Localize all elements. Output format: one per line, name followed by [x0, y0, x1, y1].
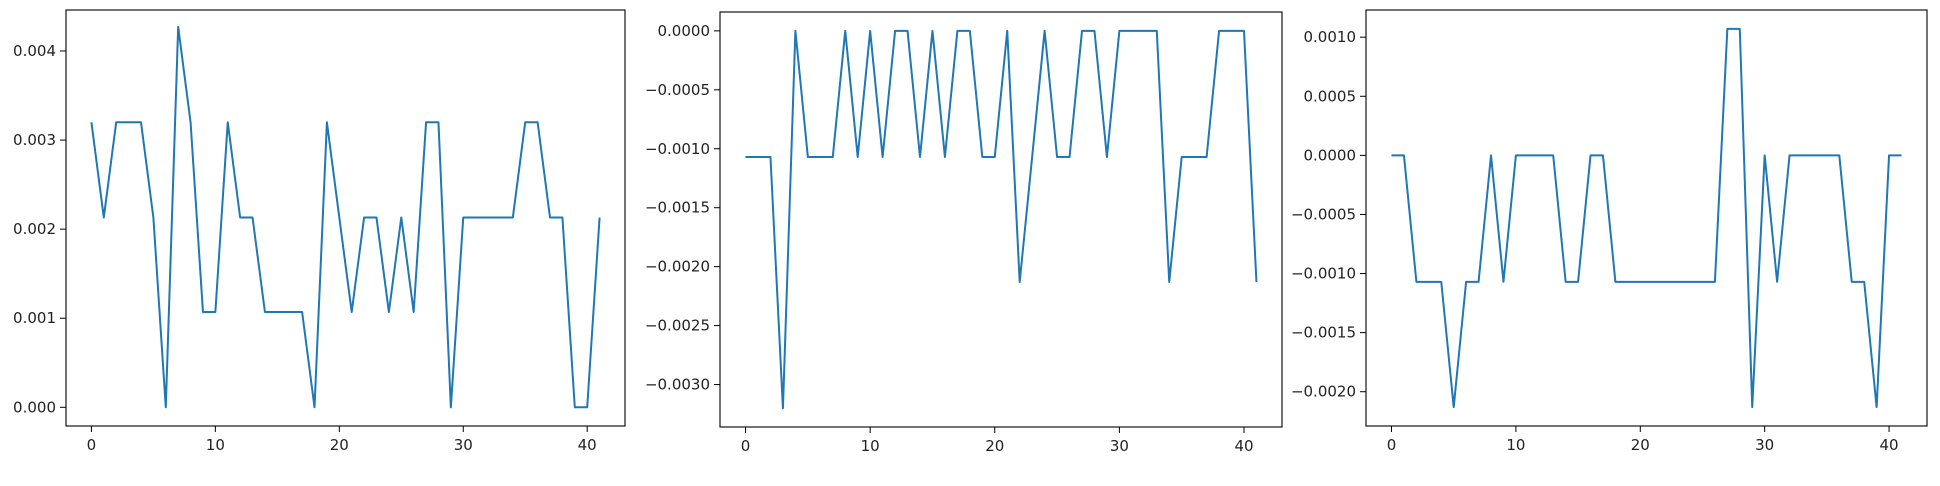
x-tick-label: 30: [1110, 437, 1129, 455]
x-tick-label: 30: [454, 436, 473, 454]
y-tick-label: 0.003: [13, 131, 56, 149]
y-tick-label: −0.0010: [645, 140, 710, 158]
series-line: [90, 25, 601, 409]
y-tick-label: 0.0005: [1304, 87, 1357, 105]
x-tick-label: 10: [206, 436, 225, 454]
x-tick-label: 0: [1387, 436, 1397, 454]
y-tick-label: −0.0010: [1291, 265, 1356, 283]
y-tick-label: −0.0020: [1291, 383, 1356, 401]
x-tick-label: 20: [1631, 436, 1650, 454]
plot-frame: [1365, 9, 1928, 427]
y-tick-label: 0.0000: [1304, 146, 1357, 164]
y-tick-label: −0.0015: [645, 199, 710, 217]
series-line: [745, 29, 1258, 410]
subplot-2: 0 10 20 30 40 0.0000 −0.0005 −0.0010 −0.0015 −0.0…: [645, 11, 1283, 455]
y-tick-label: 0.004: [13, 42, 56, 60]
x-tick-label: 20: [985, 437, 1004, 455]
y-tick-label: 0.001: [13, 309, 56, 327]
y-tick-label: 0.002: [13, 220, 56, 238]
plot-frame: [719, 11, 1283, 428]
subplot-1: 0 10 20 30 40 0.000 0.001 0.002 0.003 0.004: [13, 9, 626, 454]
y-tick-label: 0.000: [13, 398, 56, 416]
x-tick-label: 40: [1234, 437, 1253, 455]
x-tick-label: 0: [741, 437, 751, 455]
y-tick-label: −0.0005: [645, 81, 710, 99]
y-tick-label: −0.0030: [645, 376, 710, 394]
x-tick-label: 40: [1880, 436, 1899, 454]
x-tick-label: 10: [1506, 436, 1525, 454]
y-tick-label: 0.0010: [1304, 28, 1357, 46]
y-tick-label: 0.0000: [658, 22, 711, 40]
y-tick-label: −0.0015: [1291, 324, 1356, 342]
plot-frame: [65, 9, 626, 427]
x-tick-label: 40: [578, 436, 597, 454]
x-tick-label: 30: [1755, 436, 1774, 454]
x-tick-label: 10: [861, 437, 880, 455]
y-tick-label: −0.0020: [645, 258, 710, 276]
series-line: [1391, 27, 1902, 409]
y-tick-label: −0.0025: [645, 317, 710, 335]
x-tick-label: 20: [330, 436, 349, 454]
y-tick-label: −0.0005: [1291, 205, 1356, 223]
x-tick-label: 0: [87, 436, 97, 454]
subplot-3: 0 10 20 30 40 0.0010 0.0005 0.0000 −0.0005 −0.001…: [1291, 9, 1928, 454]
